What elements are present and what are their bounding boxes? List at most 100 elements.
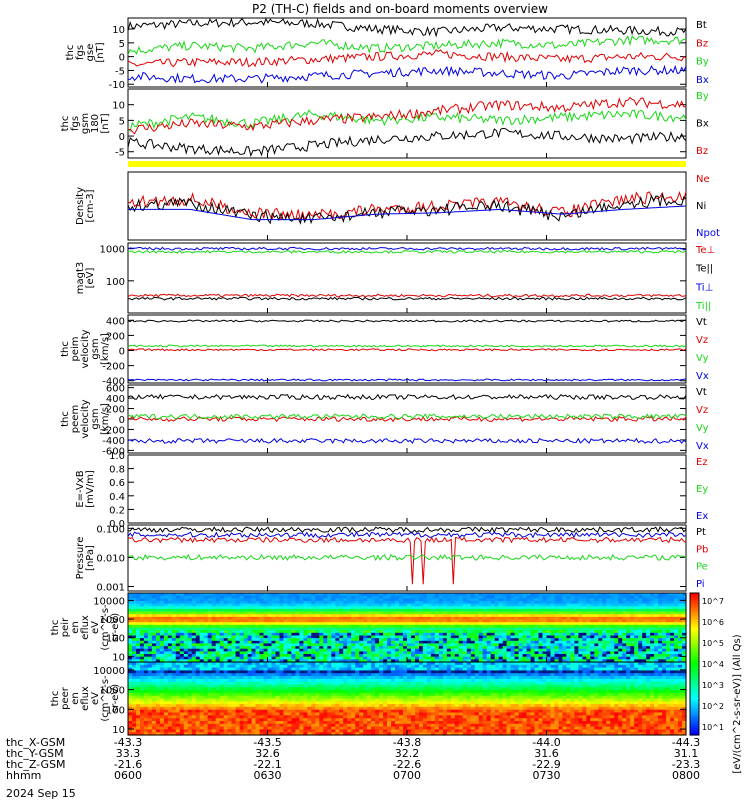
heat-cell (454, 608, 460, 613)
heat-cell (323, 627, 328, 631)
heat-cell (243, 695, 249, 700)
heat-cell (486, 619, 492, 623)
heat-cell (522, 627, 528, 631)
heat-cell (454, 601, 460, 605)
heat-cell (646, 654, 651, 658)
heat-cell (271, 595, 277, 599)
heat-cell (155, 664, 161, 669)
heat-cell (128, 651, 133, 655)
heat-cell (626, 606, 631, 610)
heat-cell (215, 662, 221, 666)
heat-cell (466, 630, 472, 634)
heat-cell (235, 646, 241, 650)
heat-cell (590, 598, 595, 602)
heat-cell (140, 648, 145, 652)
heat-cell (650, 654, 655, 658)
heat-cell (283, 664, 288, 669)
heat-cell (287, 656, 292, 660)
heat-cell (167, 687, 173, 691)
heat-cell (530, 601, 536, 605)
heat-cell (287, 638, 292, 642)
heat-cell (199, 635, 205, 639)
heat-cell (646, 646, 651, 650)
heat-cell (430, 611, 436, 615)
heat-cell (147, 646, 153, 650)
heat-cell (674, 654, 679, 658)
heat-cell (287, 729, 292, 733)
heat-cell (167, 729, 173, 733)
heat-cell (255, 676, 261, 680)
heat-cell (315, 598, 320, 602)
heat-cell (275, 646, 281, 650)
heat-cell (179, 598, 185, 602)
heat-cell (674, 635, 679, 639)
heat-cell (143, 673, 149, 677)
heat-cell (351, 608, 356, 613)
heat-cell (287, 664, 292, 669)
heat-cell (494, 651, 500, 655)
heat-cell (610, 654, 615, 658)
heat-cell (140, 676, 145, 680)
heat-cell (303, 622, 308, 626)
heat-cell (247, 630, 253, 634)
heat-cell (339, 627, 344, 631)
heat-cell (143, 614, 149, 618)
heat-cell (494, 624, 500, 629)
heat-cell (267, 726, 273, 730)
y-axis-label: thc (50, 620, 61, 636)
heat-cell (159, 632, 165, 637)
heat-cell (666, 601, 671, 605)
heat-cell (275, 692, 281, 697)
heat-cell (287, 723, 292, 728)
heat-cell (387, 635, 392, 639)
heat-cell (267, 627, 273, 631)
heat-cell (175, 678, 181, 683)
heat-cell (518, 622, 524, 626)
heat-cell (554, 643, 560, 647)
heat-cell (219, 673, 225, 677)
heat-cell (682, 648, 687, 652)
heat-cell (223, 603, 229, 607)
heat-cell (634, 659, 639, 663)
heat-cell (670, 632, 675, 637)
heat-cell (630, 603, 635, 607)
heat-cell (678, 601, 683, 605)
heat-cell (470, 624, 476, 629)
heat-cell (634, 640, 639, 645)
heat-cell (327, 595, 332, 599)
heat-cell (295, 595, 300, 599)
heat-cell (187, 715, 193, 719)
heat-cell (582, 648, 587, 652)
heat-cell (538, 593, 544, 597)
heat-cell (430, 640, 436, 645)
heat-cell (128, 723, 133, 728)
heat-cell (498, 622, 504, 626)
heat-cell (183, 622, 189, 626)
heat-cell (132, 614, 137, 618)
heat-cell (442, 643, 448, 647)
heat-cell (670, 619, 675, 623)
heat-cell (343, 624, 348, 629)
legend-entry: Te|| (695, 264, 713, 275)
heat-cell (311, 654, 316, 658)
heat-cell (578, 593, 583, 597)
heat-cell (586, 654, 591, 658)
heat-cell (231, 651, 237, 655)
heat-cell (163, 648, 169, 652)
heat-cell (486, 598, 492, 602)
heat-cell (375, 630, 380, 634)
heat-cell (343, 616, 348, 621)
heat-cell (283, 643, 288, 647)
heat-cell (287, 676, 292, 680)
heat-cell (271, 656, 277, 660)
heat-cell (490, 635, 496, 639)
heat-cell (283, 593, 288, 597)
heat-cell (183, 667, 189, 671)
heat-cell (534, 624, 540, 629)
heat-cell (430, 624, 436, 629)
heat-cell (411, 622, 416, 626)
heat-cell (610, 656, 615, 660)
heat-cell (630, 616, 635, 621)
heat-cell (442, 616, 448, 621)
heat-cell (251, 698, 257, 702)
